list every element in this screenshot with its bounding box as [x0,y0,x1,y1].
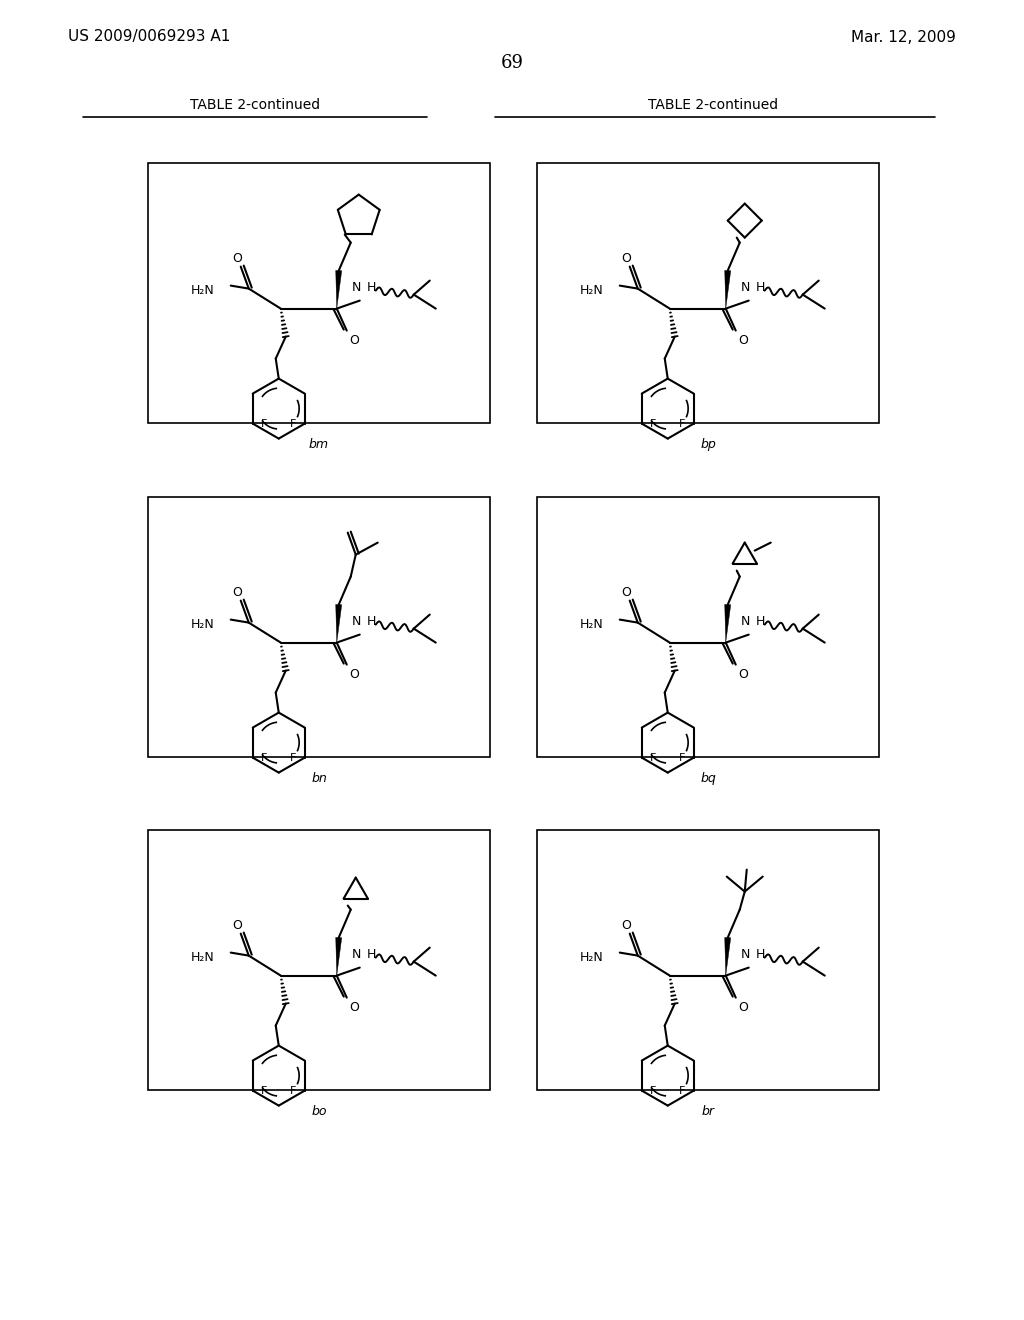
Text: F: F [679,752,686,763]
Text: H₂N: H₂N [580,952,604,964]
Text: F: F [261,752,267,763]
Text: F: F [650,418,656,429]
Polygon shape [725,937,731,975]
Text: bo: bo [311,1105,327,1118]
Bar [537,162,879,422]
Text: F: F [261,418,267,429]
Text: F: F [679,418,686,429]
Text: H₂N: H₂N [191,952,215,964]
Text: F: F [650,752,656,763]
Text: O: O [738,668,749,681]
Text: O: O [350,1001,359,1014]
Text: H₂N: H₂N [580,284,604,297]
Text: F: F [261,1085,267,1096]
Bar [148,830,490,1090]
Polygon shape [725,605,731,643]
Text: O: O [231,919,242,932]
Text: H₂N: H₂N [580,618,604,631]
Text: bm: bm [309,438,329,451]
Text: F: F [291,752,297,763]
Text: F: F [291,418,297,429]
Text: H₂N: H₂N [191,618,215,631]
Text: N: N [351,281,360,294]
Text: H: H [367,948,376,961]
Text: N: N [740,948,750,961]
Text: H: H [756,615,765,628]
Text: N: N [351,948,360,961]
Polygon shape [336,605,342,643]
Text: H: H [756,281,765,294]
Text: H: H [756,948,765,961]
Text: H₂N: H₂N [191,284,215,297]
Text: TABLE 2-continued: TABLE 2-continued [189,98,321,112]
Polygon shape [725,271,731,309]
Text: F: F [679,1085,686,1096]
Text: F: F [650,1085,656,1096]
Text: br: br [701,1105,715,1118]
Text: O: O [621,919,631,932]
Text: N: N [740,615,750,628]
Text: O: O [231,586,242,599]
Text: F: F [291,1085,297,1096]
Bar [537,830,879,1090]
Text: US 2009/0069293 A1: US 2009/0069293 A1 [68,29,230,45]
Polygon shape [336,271,342,309]
Text: O: O [738,334,749,347]
Text: bn: bn [311,772,327,785]
Text: O: O [738,1001,749,1014]
Polygon shape [336,937,342,975]
Text: H: H [367,615,376,628]
Text: N: N [351,615,360,628]
Text: Mar. 12, 2009: Mar. 12, 2009 [851,29,956,45]
Bar [148,162,490,422]
Text: O: O [621,586,631,599]
Text: H: H [367,281,376,294]
Text: O: O [231,252,242,265]
Text: TABLE 2-continued: TABLE 2-continued [648,98,778,112]
Text: N: N [740,281,750,294]
Text: bq: bq [700,772,716,785]
Bar [148,498,490,756]
Text: 69: 69 [501,54,523,73]
Text: O: O [350,668,359,681]
Text: O: O [350,334,359,347]
Text: bp: bp [700,438,716,451]
Text: O: O [621,252,631,265]
Bar [537,498,879,756]
